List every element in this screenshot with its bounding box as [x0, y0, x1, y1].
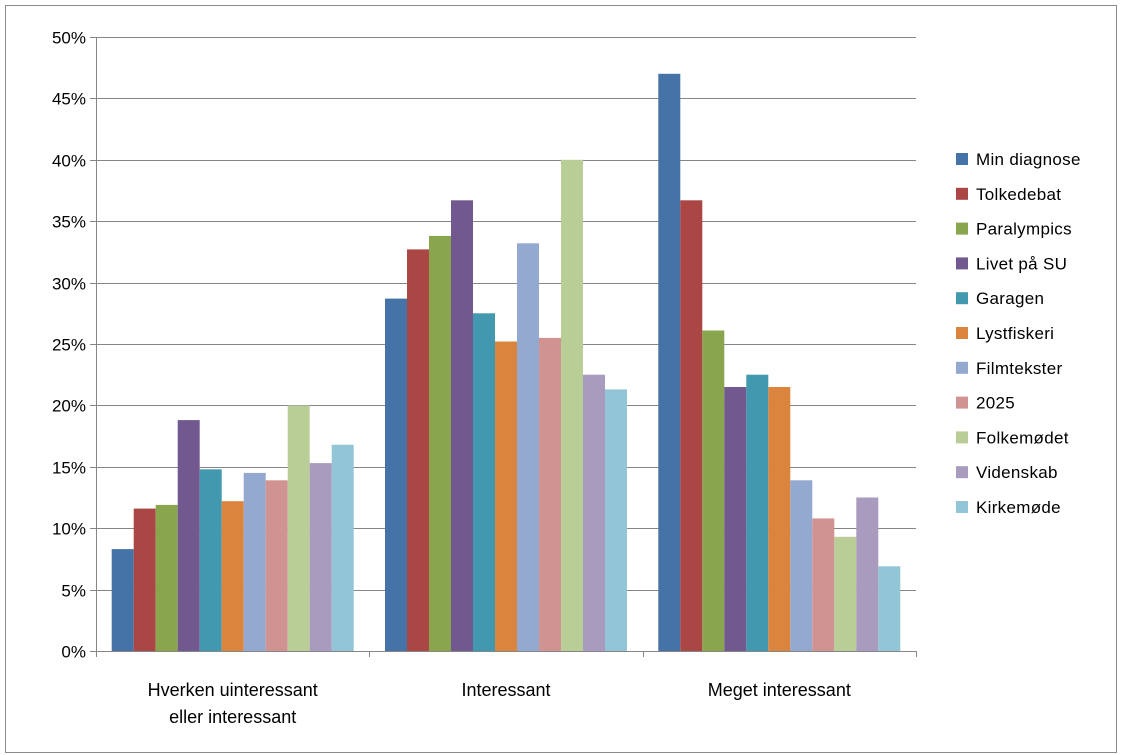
bar-lystfiskeri [495, 341, 517, 651]
legend-label: Kirkemøde [976, 498, 1061, 517]
bar-tolkedebat [407, 249, 429, 651]
bar-garagen [473, 313, 495, 651]
y-tick-label: 50% [52, 29, 86, 48]
y-tick-label: 30% [52, 275, 86, 294]
legend-swatch [956, 466, 968, 479]
legend-label: Lystfiskeri [976, 324, 1054, 343]
bar-filmtekster [243, 472, 266, 651]
bar-videnskab [856, 497, 879, 651]
bar-paralympics [429, 235, 451, 651]
bar-min-diagnose [658, 73, 681, 652]
bar-paralympics [702, 330, 725, 651]
bar-min-diagnose [385, 298, 407, 651]
legend-label: Paralympics [976, 220, 1072, 239]
bar-lystfiskeri [768, 387, 791, 651]
x-category-label: Hverken uinteressant [148, 680, 318, 700]
bar-lystfiskeri [221, 501, 244, 651]
x-category-label: Interessant [461, 680, 550, 700]
y-tick-label: 20% [52, 397, 86, 416]
chart-frame: 0% 5% 10% 15% 20% 25% 30% 35% 40% 45% 50% Hverken u… [5, 5, 1117, 753]
y-tick-label: 45% [52, 90, 86, 109]
bar-kirkemøde [605, 389, 627, 651]
legend-label: Folkemødet [976, 428, 1069, 447]
y-tick-label: 10% [52, 520, 86, 539]
bar-2025 [539, 337, 561, 651]
bar-kirkemøde [878, 566, 901, 651]
legend-swatch [956, 187, 968, 200]
legend-swatch [956, 292, 968, 305]
bar-garagen [746, 374, 769, 651]
bar-filmtekster [517, 243, 539, 652]
bar-kirkemøde [331, 444, 354, 651]
axes: 0% 5% 10% 15% 20% 25% 30% 35% 40% 45% 50% Hverken u… [52, 29, 917, 727]
legend-swatch [956, 153, 968, 165]
bar-videnskab [583, 374, 605, 651]
bar-2025 [265, 480, 288, 651]
bar-paralympics [155, 504, 178, 651]
legend-label: Garagen [976, 289, 1044, 308]
legend-swatch [956, 501, 968, 513]
bars [111, 73, 901, 652]
bar-garagen [199, 469, 222, 651]
bar-folkemødet [287, 405, 310, 651]
bar-2025 [812, 518, 835, 651]
legend-label: Filmtekster [976, 359, 1062, 378]
bar-chart: 0% 5% 10% 15% 20% 25% 30% 35% 40% 45% 50% Hverken u… [52, 29, 1081, 728]
y-tick-label: 40% [52, 152, 86, 171]
bar-tolkedebat [133, 508, 156, 651]
legend-label: Livet på SU [976, 254, 1067, 273]
bar-folkemødet [834, 536, 857, 651]
y-tick-label: 0% [61, 643, 86, 662]
legend-swatch [956, 327, 968, 339]
legend: Min diagnose Tolkedebat Paralympics Livet p… [956, 150, 1081, 517]
legend-swatch [956, 222, 968, 235]
legend-swatch [956, 431, 968, 444]
bar-tolkedebat [680, 200, 703, 652]
legend-label: Min diagnose [976, 150, 1081, 169]
bar-folkemødet [561, 159, 583, 652]
legend-label: Tolkedebat [976, 185, 1061, 204]
x-category-label: Meget interessant [708, 680, 851, 700]
bar-livet-på-su [451, 200, 473, 652]
legend-swatch [956, 361, 968, 374]
bar-filmtekster [790, 480, 813, 651]
bar-livet-på-su [724, 387, 747, 651]
legend-label: 2025 [976, 394, 1015, 413]
y-tick-label: 5% [61, 582, 86, 601]
y-tick-label: 35% [52, 213, 86, 232]
bar-livet-på-su [177, 420, 200, 651]
y-tick-label: 25% [52, 336, 86, 355]
y-tick-label: 15% [52, 459, 86, 478]
legend-swatch [956, 396, 968, 409]
legend-label: Videnskab [976, 463, 1058, 482]
bar-videnskab [309, 463, 332, 651]
legend-swatch [956, 257, 968, 270]
x-category-label: eller interessant [169, 707, 296, 727]
bar-min-diagnose [111, 549, 134, 651]
